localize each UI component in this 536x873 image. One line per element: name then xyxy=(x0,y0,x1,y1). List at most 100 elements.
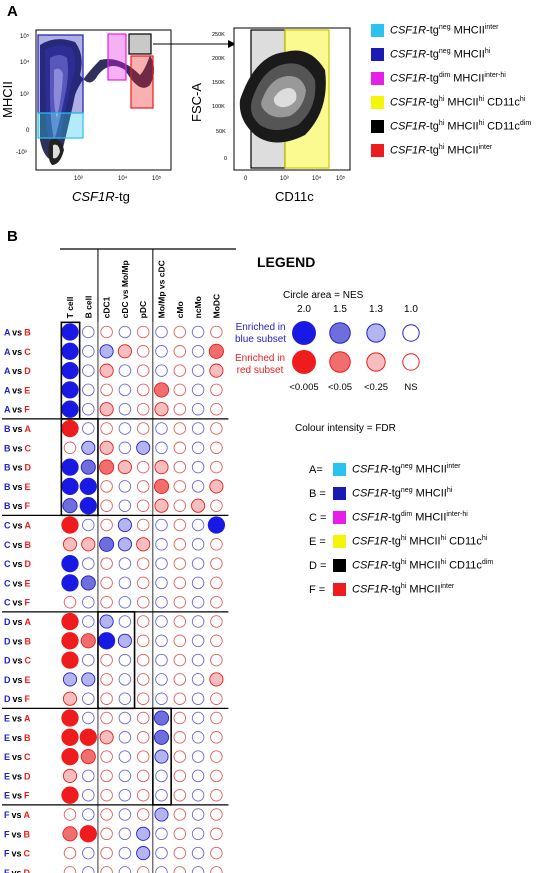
cell-16-0 xyxy=(61,632,79,650)
plot2-contours xyxy=(239,50,326,143)
cell-24-3 xyxy=(118,788,132,802)
cell-26-4 xyxy=(136,826,151,841)
cell-18-2 xyxy=(100,673,113,686)
cell-23-0 xyxy=(62,768,78,783)
cell-2-1 xyxy=(82,364,95,377)
svg-text:10⁴: 10⁴ xyxy=(20,59,30,66)
cell-4-2 xyxy=(99,402,114,417)
cell-6-6 xyxy=(173,441,187,455)
cell-26-1 xyxy=(79,825,97,843)
plot1-xlabel: CSF1R-tg xyxy=(72,189,130,204)
cell-7-0 xyxy=(61,458,79,476)
gate-c xyxy=(107,33,127,81)
panel-a-legend-item-2: CSF1R-tgdim MHCIIinter-hi xyxy=(371,72,506,86)
nes-blue-circle-1 xyxy=(329,322,351,344)
cell-0-3 xyxy=(118,325,132,339)
cell-3-7 xyxy=(191,383,205,397)
subset-key-item-5: F = CSF1R-tghi MHCIIinter xyxy=(309,583,455,597)
nes-red-circle-3 xyxy=(402,353,420,371)
cell-14-0 xyxy=(63,595,77,609)
cell-22-1 xyxy=(80,749,96,765)
cell-1-0 xyxy=(61,342,79,360)
svg-text:0: 0 xyxy=(224,156,227,162)
cell-19-2 xyxy=(100,692,113,705)
cell-18-3 xyxy=(118,673,132,686)
cell-8-5 xyxy=(153,478,170,494)
cell-15-6 xyxy=(173,615,187,628)
cell-25-2 xyxy=(100,808,113,821)
cell-24-5 xyxy=(155,788,168,802)
cell-22-8 xyxy=(210,750,223,763)
cell-9-2 xyxy=(100,499,113,512)
cell-11-7 xyxy=(191,538,205,551)
fdr-value-0: <0.005 xyxy=(289,382,318,393)
cell-14-3 xyxy=(118,595,132,609)
subset-key-swatch xyxy=(333,535,346,549)
column-label-8: MoDC xyxy=(211,294,221,319)
cell-7-7 xyxy=(191,460,205,474)
cell-21-3 xyxy=(118,731,132,744)
svg-text:10⁴: 10⁴ xyxy=(118,175,128,182)
plot1-xticks: 10³ 10⁴ 10⁵ xyxy=(74,175,162,182)
nes-red-circle-0 xyxy=(292,350,316,374)
cell-11-3 xyxy=(117,537,132,552)
cell-6-3 xyxy=(118,441,132,455)
cell-19-4 xyxy=(136,692,150,705)
cell-15-4 xyxy=(136,615,150,628)
cell-14-7 xyxy=(191,595,205,609)
cell-14-6 xyxy=(173,595,187,609)
cell-2-2 xyxy=(99,363,114,378)
cell-0-5 xyxy=(155,325,168,339)
subset-key-swatch xyxy=(333,463,346,477)
cell-3-6 xyxy=(173,383,187,397)
nes-blue-circle-2 xyxy=(366,323,386,343)
gate-d-e xyxy=(128,33,152,55)
panel-a-legend-item-3: CSF1R-tghi MHCIIhi CD11chi xyxy=(371,96,525,110)
cell-7-8 xyxy=(210,460,223,474)
nes-red-circle-2 xyxy=(366,352,386,372)
cell-20-3 xyxy=(118,711,132,725)
cell-10-2 xyxy=(100,518,113,532)
cell-19-6 xyxy=(173,692,187,705)
cell-16-7 xyxy=(191,634,205,648)
cell-13-3 xyxy=(118,576,132,590)
subset-key-key: C = xyxy=(309,511,327,524)
cell-11-2 xyxy=(99,536,115,552)
cell-16-4 xyxy=(136,634,150,648)
cell-28-5 xyxy=(155,866,168,873)
cell-16-5 xyxy=(155,634,168,648)
cell-26-2 xyxy=(100,827,113,841)
cell-3-1 xyxy=(82,383,95,397)
cell-18-1 xyxy=(81,672,96,687)
colour-intensity-label: Colour intensity = FDR xyxy=(295,423,396,434)
cell-10-0 xyxy=(61,516,79,534)
panel-a-legend-swatch xyxy=(371,24,384,38)
cell-28-8 xyxy=(210,866,223,873)
legend-title: LEGEND xyxy=(257,254,316,270)
cell-6-5 xyxy=(155,441,168,455)
cell-25-1 xyxy=(82,808,95,821)
cell-8-7 xyxy=(191,480,205,493)
cell-17-3 xyxy=(118,653,132,667)
svg-text:10³: 10³ xyxy=(280,176,289,182)
cell-20-5 xyxy=(153,710,170,726)
cell-23-3 xyxy=(118,769,132,783)
cell-4-1 xyxy=(82,402,95,416)
cell-17-0 xyxy=(61,651,79,669)
cell-16-2 xyxy=(97,632,116,650)
cell-23-6 xyxy=(173,769,187,783)
highlight-box-2 xyxy=(97,611,136,710)
cell-19-5 xyxy=(155,692,168,705)
cell-14-4 xyxy=(136,595,150,609)
cell-28-2 xyxy=(100,866,113,873)
fdr-value-3: NS xyxy=(404,382,417,393)
cell-19-1 xyxy=(82,692,95,705)
cell-21-6 xyxy=(173,731,187,744)
cell-24-7 xyxy=(191,788,205,802)
svg-text:100K: 100K xyxy=(212,104,225,110)
column-label-0: T cell xyxy=(65,297,75,319)
